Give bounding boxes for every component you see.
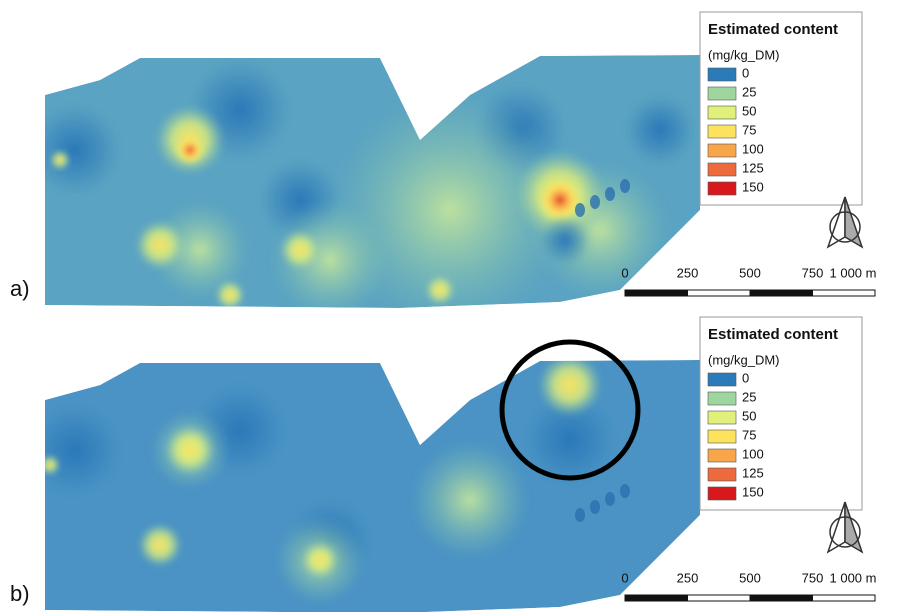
map-blob bbox=[215, 280, 245, 308]
scale-segment bbox=[687, 289, 751, 297]
map-spot bbox=[620, 179, 630, 193]
legend-label: 75 bbox=[742, 122, 756, 137]
legend-title: Estimated content bbox=[708, 326, 838, 343]
scale-segment bbox=[812, 594, 876, 602]
map-blob bbox=[410, 440, 530, 560]
panel-label: b) bbox=[10, 581, 30, 606]
arrow-ring bbox=[829, 516, 861, 548]
north-arrow bbox=[826, 196, 864, 249]
scale-label: 750 bbox=[802, 570, 824, 585]
legend-swatch bbox=[707, 162, 737, 177]
map-base bbox=[45, 360, 700, 612]
legend-swatch bbox=[707, 467, 737, 482]
legend-label: 150 bbox=[742, 179, 764, 194]
map-blob bbox=[135, 220, 185, 270]
legend-label: 0 bbox=[742, 370, 749, 385]
legend-label: 25 bbox=[742, 389, 756, 404]
scale-segment bbox=[624, 289, 688, 297]
legend-label: 100 bbox=[742, 141, 764, 156]
scale-label: 750 bbox=[802, 265, 824, 280]
scale-label: 500 bbox=[739, 265, 761, 280]
legend-swatch bbox=[707, 391, 737, 406]
map-blob bbox=[138, 523, 182, 567]
legend-swatch bbox=[707, 410, 737, 425]
map-spot bbox=[605, 492, 615, 506]
scale-label: 250 bbox=[677, 570, 699, 585]
map-blob bbox=[525, 395, 615, 485]
scale-label: 1 000 m bbox=[830, 570, 877, 585]
legend-label: 125 bbox=[742, 465, 764, 480]
panel-label: a) bbox=[10, 276, 30, 301]
legend-unit: (mg/kg_DM) bbox=[708, 47, 780, 62]
map-blob bbox=[45, 405, 120, 495]
map-blob bbox=[540, 215, 590, 265]
scale-segment bbox=[749, 594, 813, 602]
map-blob bbox=[176, 136, 204, 164]
map-blob bbox=[302, 542, 338, 578]
map-blob bbox=[45, 455, 60, 475]
map-blob bbox=[330, 90, 570, 308]
map-spot bbox=[620, 484, 630, 498]
map-blob bbox=[425, 275, 455, 305]
legend-swatch bbox=[707, 105, 737, 120]
map-spot bbox=[590, 500, 600, 514]
map-panel: Estimated content (mg/kg_DM) 0 25 50 75 100 125… bbox=[10, 316, 877, 612]
map-spot bbox=[575, 508, 585, 522]
map-blob bbox=[538, 178, 582, 222]
legend-label: 25 bbox=[742, 84, 756, 99]
legend-swatch bbox=[707, 86, 737, 101]
map-panel: Estimated content (mg/kg_DM) 0 25 50 75 100 125… bbox=[10, 11, 877, 308]
map-raster bbox=[45, 55, 700, 308]
legend-label: 100 bbox=[742, 446, 764, 461]
legend-swatch bbox=[707, 181, 737, 196]
highlight-circle bbox=[499, 339, 641, 481]
legend-swatch bbox=[707, 448, 737, 463]
legend-label: 0 bbox=[742, 65, 749, 80]
scale-label: 250 bbox=[677, 265, 699, 280]
scale-label: 0 bbox=[621, 265, 628, 280]
legend-swatch bbox=[707, 429, 737, 444]
scale-label: 1 000 m bbox=[830, 265, 877, 280]
scale-segment bbox=[749, 289, 813, 297]
legend-label: 150 bbox=[742, 484, 764, 499]
legend-label: 125 bbox=[742, 160, 764, 175]
legend-label: 50 bbox=[742, 103, 756, 118]
map-blob bbox=[50, 150, 70, 170]
scale-label: 500 bbox=[739, 570, 761, 585]
map-spot bbox=[590, 195, 600, 209]
map-blob bbox=[165, 425, 215, 475]
map-blob bbox=[625, 95, 695, 165]
legend-swatch bbox=[707, 372, 737, 387]
map-blob bbox=[280, 230, 320, 270]
map-spot bbox=[575, 203, 585, 217]
legend-swatch bbox=[707, 124, 737, 139]
legend-swatch bbox=[707, 486, 737, 501]
legend-label: 50 bbox=[742, 408, 756, 423]
legend-swatch bbox=[707, 143, 737, 158]
legend-swatch bbox=[707, 67, 737, 82]
map-raster bbox=[45, 360, 700, 612]
scale-segment bbox=[687, 594, 751, 602]
map-spot bbox=[605, 187, 615, 201]
scale-label: 0 bbox=[621, 570, 628, 585]
legend-title: Estimated content bbox=[708, 21, 838, 38]
scale-segment bbox=[812, 289, 876, 297]
map-blob bbox=[45, 105, 120, 195]
legend-label: 75 bbox=[742, 427, 756, 442]
map-blob bbox=[538, 360, 602, 417]
arrow-ring bbox=[829, 211, 861, 243]
legend-unit: (mg/kg_DM) bbox=[708, 352, 780, 367]
scale-segment bbox=[624, 594, 688, 602]
north-arrow bbox=[826, 501, 864, 554]
